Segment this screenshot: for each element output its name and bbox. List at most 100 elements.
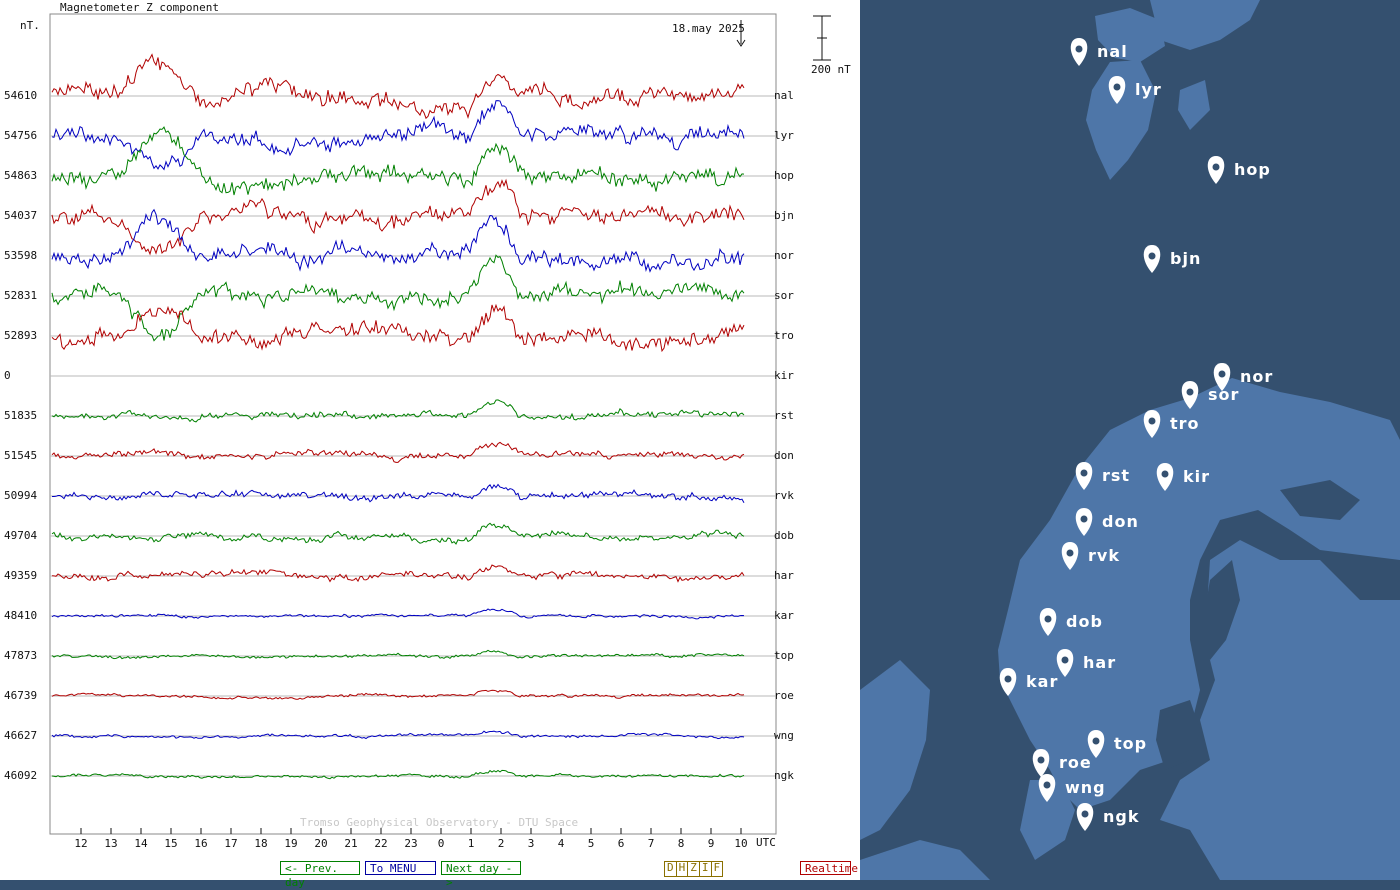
current-time-arrow — [736, 20, 746, 47]
x-axis-unit: UTC — [756, 836, 776, 849]
x-tick-label-15: 15 — [164, 837, 178, 850]
map-label-wng[interactable]: wng — [1065, 778, 1106, 797]
map-marker-roe[interactable] — [1032, 749, 1050, 777]
component-selector: D H Z I F — [664, 861, 724, 877]
station-label-hop: hop — [774, 169, 794, 182]
x-axis-ticks — [80, 828, 742, 834]
realtime-button[interactable]: Realtime — [800, 861, 858, 875]
map-label-roe[interactable]: roe — [1059, 753, 1092, 772]
baseline-don: 51545 — [4, 449, 38, 462]
baseline-hop: 54863 — [4, 169, 38, 182]
baseline-kar: 48410 — [4, 609, 38, 622]
trace-top — [51, 649, 745, 660]
map-marker-sor[interactable] — [1181, 381, 1199, 409]
x-tick-label-3: 3 — [527, 837, 535, 850]
map-marker-don[interactable] — [1075, 508, 1093, 536]
x-tick-label-5: 5 — [587, 837, 595, 850]
component-d-button[interactable]: D — [665, 862, 677, 876]
station-label-wng: wng — [774, 729, 794, 742]
map-label-rvk[interactable]: rvk — [1088, 546, 1120, 565]
map-marker-top[interactable] — [1087, 730, 1105, 758]
map-label-ngk[interactable]: ngk — [1103, 807, 1140, 826]
baseline-rvk: 50994 — [4, 489, 38, 502]
map-marker-rvk[interactable] — [1061, 542, 1079, 570]
x-tick-label-18: 18 — [254, 837, 268, 850]
station-label-bjn: bjn — [774, 209, 794, 222]
map-label-don[interactable]: don — [1102, 512, 1139, 531]
map-marker-har[interactable] — [1056, 649, 1074, 677]
station-label-top: top — [774, 649, 794, 662]
map-marker-nor[interactable] — [1213, 363, 1231, 391]
map-label-rst[interactable]: rst — [1102, 466, 1131, 485]
trace-tro — [51, 303, 745, 353]
prev-day-button[interactable]: <- Prev. day — [280, 861, 360, 889]
station-label-dob: dob — [774, 529, 794, 542]
station-label-kar: kar — [774, 609, 794, 622]
station-markers — [999, 38, 1231, 831]
map-marker-lyr[interactable] — [1108, 76, 1126, 104]
trace-wng — [51, 730, 745, 740]
baseline-sor: 52831 — [4, 289, 38, 302]
component-h-button[interactable]: H — [677, 862, 689, 876]
baseline-dob: 49704 — [4, 529, 38, 542]
station-label-sor: sor — [774, 289, 794, 302]
map-label-hop[interactable]: hop — [1234, 160, 1271, 179]
map-label-nor[interactable]: nor — [1240, 367, 1274, 386]
x-tick-label-1: 1 — [467, 837, 475, 850]
map-label-kar[interactable]: kar — [1026, 672, 1059, 691]
x-tick-label-8: 8 — [677, 837, 685, 850]
magnetometer-panel: Magnetometer Z component nT. 18.may 2025… — [0, 0, 861, 889]
station-label-rst: rst — [774, 409, 794, 422]
component-i-button[interactable]: I — [700, 862, 712, 876]
component-z-button[interactable]: Z — [688, 862, 700, 876]
map-label-kir[interactable]: kir — [1183, 467, 1211, 486]
trace-nor — [51, 208, 745, 273]
baseline-nor: 53598 — [4, 249, 38, 262]
baseline-tro: 52893 — [4, 329, 38, 342]
map-label-lyr[interactable]: lyr — [1135, 80, 1162, 99]
station-label-ngk: ngk — [774, 769, 794, 782]
map-marker-kir[interactable] — [1156, 463, 1174, 491]
map-label-har[interactable]: har — [1083, 653, 1117, 672]
station-label-tro: tro — [774, 329, 794, 342]
map-marker-ngk[interactable] — [1076, 803, 1094, 831]
map-marker-dob[interactable] — [1039, 608, 1057, 636]
scale-label: 200 nT — [811, 63, 851, 76]
trace-dob — [51, 522, 745, 545]
x-tick-label-23: 23 — [404, 837, 418, 850]
x-tick-label-21: 21 — [344, 837, 358, 850]
unit-label: nT. — [20, 19, 40, 32]
map-marker-tro[interactable] — [1143, 410, 1161, 438]
to-menu-button[interactable]: To MENU — [365, 861, 436, 875]
component-f-button[interactable]: F — [713, 861, 721, 874]
map-marker-kar[interactable] — [999, 668, 1017, 696]
x-tick-label-10: 10 — [734, 837, 748, 850]
map-label-top[interactable]: top — [1114, 734, 1148, 753]
next-day-button[interactable]: Next day -> — [441, 861, 521, 889]
station-map — [860, 0, 1400, 880]
baseline-har: 49359 — [4, 569, 38, 582]
map-marker-hop[interactable] — [1207, 156, 1225, 184]
map-label-tro[interactable]: tro — [1170, 414, 1200, 433]
station-label-lyr: lyr — [774, 129, 794, 142]
map-label-sor[interactable]: sor — [1208, 385, 1240, 404]
x-tick-label-17: 17 — [224, 837, 238, 850]
x-tick-label-14: 14 — [134, 837, 148, 850]
station-traces — [51, 53, 745, 780]
x-tick-label-22: 22 — [374, 837, 388, 850]
station-label-nal: nal — [774, 89, 794, 102]
station-label-roe: roe — [774, 689, 794, 702]
map-label-bjn[interactable]: bjn — [1170, 249, 1202, 268]
trace-kar — [51, 608, 745, 620]
map-marker-nal[interactable] — [1070, 38, 1088, 66]
map-marker-bjn[interactable] — [1143, 245, 1161, 273]
map-marker-rst[interactable] — [1075, 462, 1093, 490]
map-label-nal[interactable]: nal — [1097, 42, 1128, 61]
x-tick-label-20: 20 — [314, 837, 328, 850]
map-label-dob[interactable]: dob — [1066, 612, 1103, 631]
trace-sor — [51, 254, 745, 342]
map-marker-wng[interactable] — [1038, 774, 1056, 802]
station-label-don: don — [774, 449, 794, 462]
trace-rvk — [52, 483, 745, 503]
x-tick-label-9: 9 — [707, 837, 715, 850]
